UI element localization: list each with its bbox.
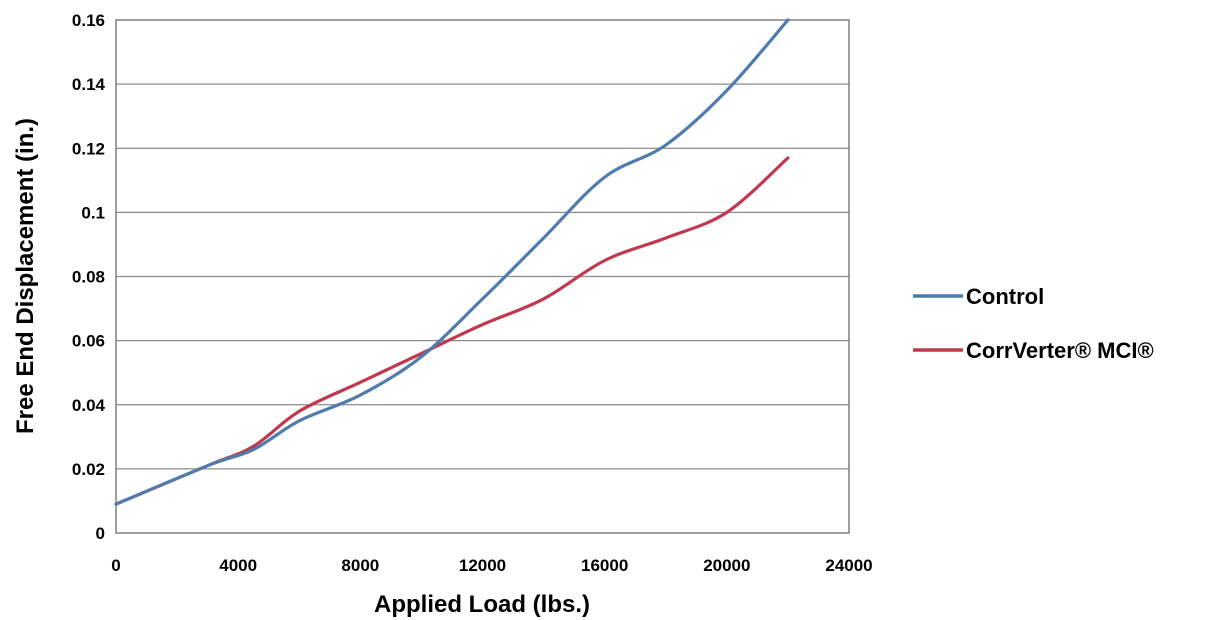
x-axis-title: Applied Load (lbs.) <box>374 591 590 618</box>
series-line-corrverter <box>114 156 790 506</box>
x-tick-label: 24000 <box>825 556 872 575</box>
y-tick-label: 0.06 <box>72 332 105 351</box>
x-tick-label: 20000 <box>703 556 750 575</box>
legend-label: Control <box>966 284 1044 309</box>
x-tick-label: 16000 <box>581 556 628 575</box>
y-tick-label: 0.02 <box>72 460 105 479</box>
x-tick-label: 4000 <box>219 556 257 575</box>
y-axis-title: Free End Displacement (in.) <box>12 118 39 434</box>
legend-label: CorrVerter® MCI® <box>966 338 1154 363</box>
y-tick-label: 0.1 <box>81 203 105 222</box>
y-tick-label: 0.08 <box>72 268 105 287</box>
series-line-control <box>114 18 790 506</box>
y-tick-label: 0 <box>96 524 105 543</box>
y-tick-label: 0.04 <box>72 396 106 415</box>
y-tick-label: 0.12 <box>72 139 105 158</box>
legend: Control CorrVerter® MCI® <box>913 284 1154 363</box>
y-axis-ticks: 0 0.02 0.04 0.06 0.08 0.1 0.12 0.14 0.16 <box>72 11 106 543</box>
y-tick-label: 0.16 <box>72 11 105 30</box>
grid-layer <box>116 83 849 470</box>
y-tick-label: 0.14 <box>72 75 106 94</box>
x-tick-label: 0 <box>111 556 120 575</box>
x-tick-label: 8000 <box>341 556 379 575</box>
x-tick-label: 12000 <box>459 556 506 575</box>
series-layer <box>114 18 790 506</box>
x-axis-ticks: 0 4000 8000 12000 16000 20000 24000 <box>111 556 872 575</box>
plot-area-border <box>115 19 850 534</box>
